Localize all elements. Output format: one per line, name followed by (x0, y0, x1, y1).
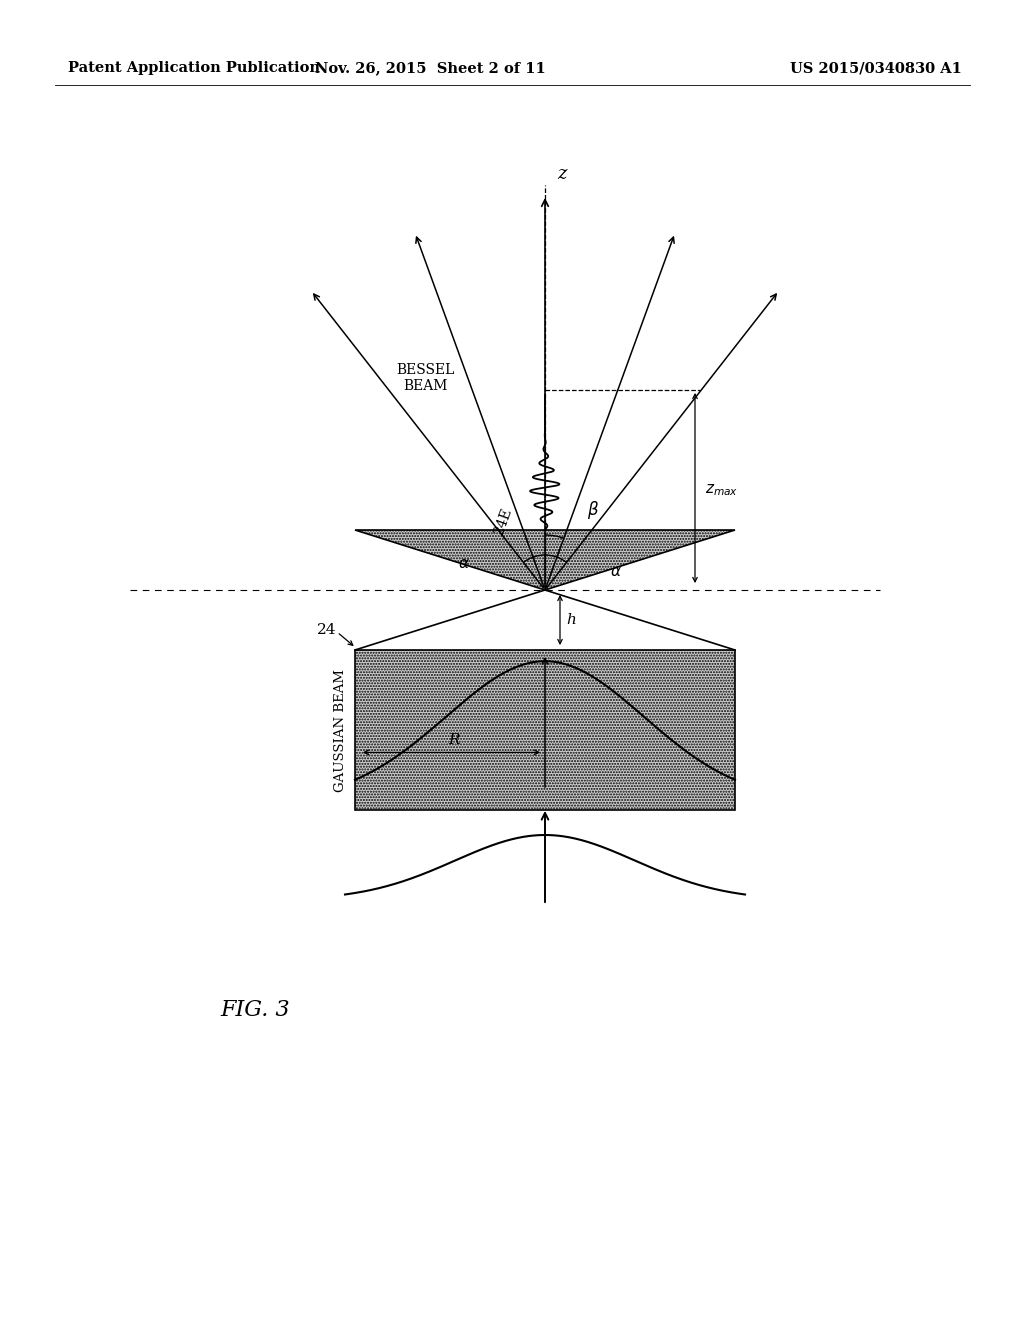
Text: $\alpha$: $\alpha$ (458, 557, 470, 572)
Text: $\alpha$: $\alpha$ (610, 565, 622, 579)
Text: 24E: 24E (492, 507, 514, 537)
Text: $z_{max}$: $z_{max}$ (705, 482, 738, 498)
Text: R: R (449, 734, 460, 747)
Text: Nov. 26, 2015  Sheet 2 of 11: Nov. 26, 2015 Sheet 2 of 11 (314, 61, 546, 75)
Polygon shape (355, 531, 735, 590)
Text: $\beta$: $\beta$ (587, 499, 599, 521)
Text: h: h (566, 612, 575, 627)
Text: BEAM: BEAM (402, 379, 447, 393)
Text: Patent Application Publication: Patent Application Publication (68, 61, 319, 75)
Text: FIG. 3: FIG. 3 (220, 999, 290, 1020)
Text: 24: 24 (317, 623, 337, 638)
Text: z: z (557, 165, 566, 183)
Bar (355, 649, 735, 810)
Text: US 2015/0340830 A1: US 2015/0340830 A1 (790, 61, 962, 75)
Text: GAUSSIAN BEAM: GAUSSIAN BEAM (334, 668, 347, 792)
Text: BESSEL: BESSEL (396, 363, 455, 378)
